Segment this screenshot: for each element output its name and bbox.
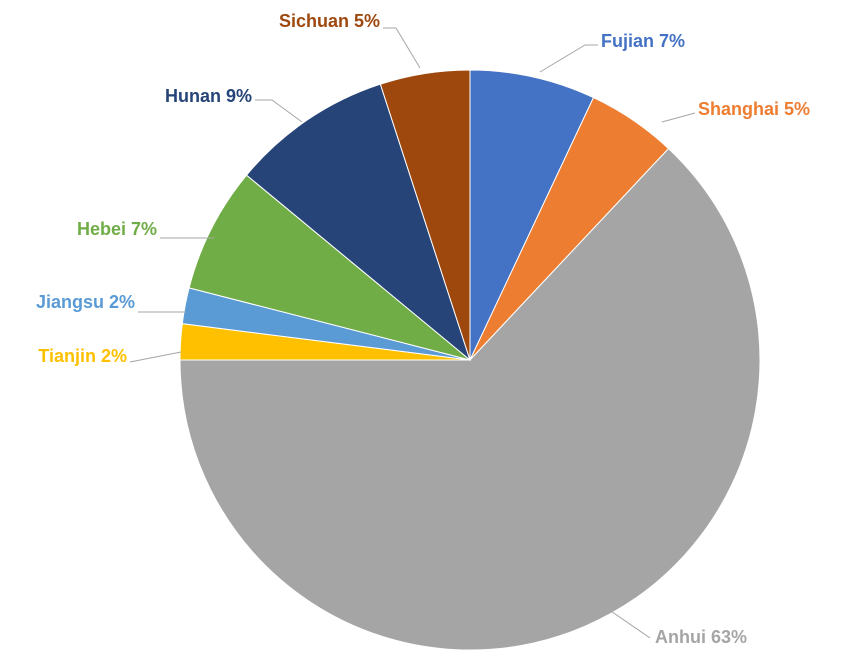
- slice-label: Anhui 63%: [655, 627, 747, 647]
- slice-label-name: Jiangsu: [36, 292, 104, 312]
- slice-label-value: 5%: [354, 11, 380, 31]
- leader-line: [591, 597, 651, 639]
- slice-label: Tianjin 2%: [38, 346, 127, 366]
- pie-slice: [245, 83, 472, 362]
- slice-label-name: Tianjin: [38, 346, 96, 366]
- pie-slice: [379, 69, 471, 361]
- leader-line: [539, 44, 598, 73]
- slice-label: Shanghai 5%: [698, 99, 810, 119]
- slice-label-value: 5%: [784, 99, 810, 119]
- slice-label-name: Shanghai: [698, 99, 779, 119]
- slice-label-value: 9%: [226, 86, 252, 106]
- leader-line: [255, 99, 303, 123]
- pie-slice: [179, 147, 761, 651]
- slice-label: Hebei 7%: [77, 219, 157, 239]
- leader-line: [661, 112, 696, 123]
- slice-label-name: Sichuan: [279, 11, 349, 31]
- slice-label-name: Hebei: [77, 219, 126, 239]
- pie-slice: [188, 174, 471, 361]
- slice-label: Hunan 9%: [165, 86, 252, 106]
- slice-label-name: Anhui: [655, 627, 706, 647]
- pie-slice: [469, 69, 595, 361]
- slice-label-value: 7%: [659, 31, 685, 51]
- slice-label-name: Hunan: [165, 86, 221, 106]
- slice-label: Sichuan 5%: [279, 11, 380, 31]
- leader-line: [383, 27, 421, 69]
- slice-label: Jiangsu 2%: [36, 292, 135, 312]
- slice-label-value: 7%: [131, 219, 157, 239]
- slice-label-value: 63%: [711, 627, 747, 647]
- slice-label-value: 2%: [101, 346, 127, 366]
- slice-label: Fujian 7%: [601, 31, 685, 51]
- slice-label-value: 2%: [109, 292, 135, 312]
- slice-label-name: Fujian: [601, 31, 654, 51]
- leader-line: [129, 351, 182, 363]
